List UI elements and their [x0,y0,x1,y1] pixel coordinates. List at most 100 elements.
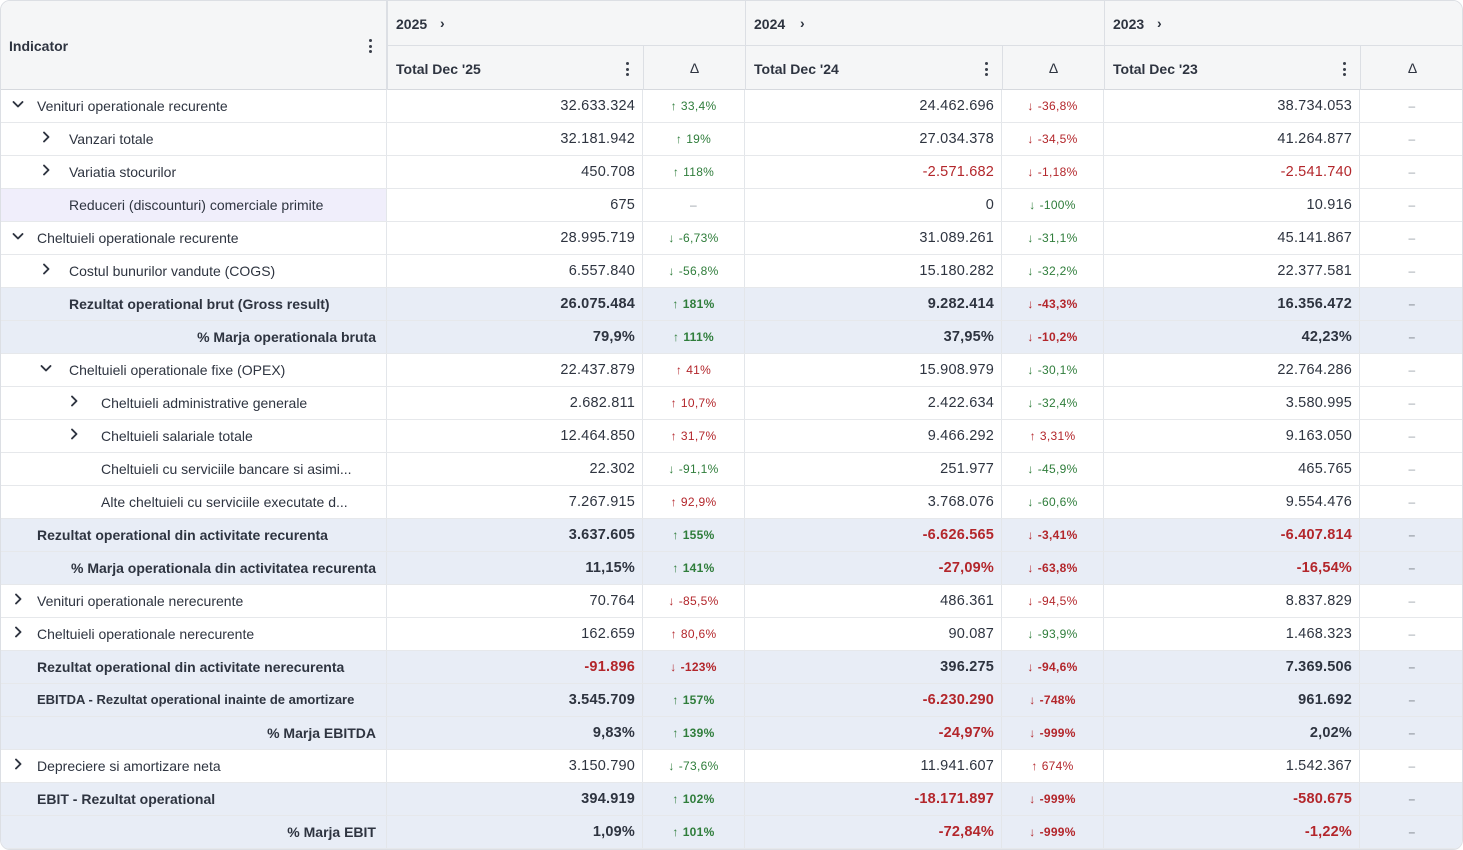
table-row[interactable]: % Marja operationala bruta 79,9% ↑ 111% 37,9… [1,321,1462,354]
delta-cell-2023[interactable]: – [1360,750,1462,782]
delta-cell-2025[interactable]: ↑ 141% [643,552,745,584]
value-cell-2025[interactable]: 22.302 [387,453,643,485]
delta-cell-2025[interactable]: ↑ 80,6% [643,618,745,650]
delta-cell-2023[interactable]: – [1360,453,1462,485]
chevron-right-icon[interactable] [11,592,27,608]
value-cell-2023[interactable]: 7.369.506 [1104,651,1360,683]
chevron-right-icon[interactable] [39,130,55,146]
value-cell-2023[interactable]: 465.765 [1104,453,1360,485]
delta-cell-2023[interactable]: – [1360,354,1462,386]
value-cell-2025[interactable]: 7.267.915 [387,486,643,518]
delta-cell-2023[interactable]: – [1360,717,1462,749]
delta-cell-2025[interactable]: ↓ -73,6% [643,750,745,782]
delta-cell-2023[interactable]: – [1360,651,1462,683]
delta-cell-2023[interactable]: – [1360,816,1462,848]
chevron-right-icon[interactable]: › [440,15,445,31]
value-cell-2025[interactable]: -91.896 [387,651,643,683]
table-row[interactable]: Alte cheltuieli cu serviciile executate … [1,486,1462,519]
indicator-cell[interactable]: EBITDA - Rezultat operational inainte de… [1,684,387,716]
value-cell-2023[interactable]: -16,54% [1104,552,1360,584]
table-row[interactable]: % Marja EBIT 1,09% ↑ 101% -72,84% ↓ -999% -1,22… [1,816,1462,849]
indicator-column-header[interactable]: Indicator [1,1,387,90]
value-cell-2024[interactable]: 24.462.696 [745,90,1002,122]
delta-cell-2024[interactable]: ↓ -60,6% [1002,486,1104,518]
value-cell-2025[interactable]: 70.764 [387,585,643,617]
delta-cell-2023[interactable]: – [1360,156,1462,188]
value-cell-2025[interactable]: 1,09% [387,816,643,848]
year-label[interactable]: 2025 [396,16,428,32]
delta-cell-2025[interactable]: ↓ -56,8% [643,255,745,287]
value-cell-2023[interactable]: 1.468.323 [1104,618,1360,650]
value-cell-2024[interactable]: 15.180.282 [745,255,1002,287]
table-row[interactable]: EBITDA - Rezultat operational inainte de… [1,684,1462,717]
delta-cell-2025[interactable]: ↑ 139% [643,717,745,749]
chevron-right-icon[interactable]: › [1157,15,1162,31]
delta-cell-2024[interactable]: ↓ -34,5% [1002,123,1104,155]
indicator-cell[interactable]: % Marja operationala din activitatea rec… [1,552,387,584]
delta-cell-2025[interactable]: ↑ 155% [643,519,745,551]
table-row[interactable]: Venituri operationale recurente 32.633.32… [1,90,1462,123]
table-row[interactable]: Rezultat operational brut (Gross result)… [1,288,1462,321]
value-cell-2024[interactable]: -27,09% [745,552,1002,584]
delta-cell-2024[interactable]: ↓ -748% [1002,684,1104,716]
table-row[interactable]: EBIT - Rezultat operational 394.919 ↑ 102% -… [1,783,1462,816]
delta-cell-2024[interactable]: ↑ 674% [1002,750,1104,782]
value-cell-2023[interactable]: -2.541.740 [1104,156,1360,188]
value-cell-2025[interactable]: 11,15% [387,552,643,584]
delta-cell-2023[interactable]: – [1360,321,1462,353]
value-cell-2024[interactable]: 486.361 [745,585,1002,617]
indicator-cell[interactable]: Cheltuieli operationale nerecurente [1,618,387,650]
delta-cell-2024[interactable]: ↓ -100% [1002,189,1104,221]
delta-cell-2024[interactable]: ↓ -3,41% [1002,519,1104,551]
delta-cell-2025[interactable]: ↓ -6,73% [643,222,745,254]
table-row[interactable]: Rezultat operational din activitate recu… [1,519,1462,552]
delta-cell-2024[interactable]: ↓ -45,9% [1002,453,1104,485]
delta-cell-2025[interactable]: ↓ -123% [643,651,745,683]
delta-2025-header[interactable]: Δ [643,46,745,90]
value-cell-2023[interactable]: 22.377.581 [1104,255,1360,287]
value-cell-2023[interactable]: 16.356.472 [1104,288,1360,320]
delta-cell-2024[interactable]: ↓ -1,18% [1002,156,1104,188]
delta-cell-2025[interactable]: ↑ 41% [643,354,745,386]
value-cell-2023[interactable]: 22.764.286 [1104,354,1360,386]
delta-cell-2025[interactable]: ↑ 102% [643,783,745,815]
table-row[interactable]: Cheltuieli cu serviciile bancare si asim… [1,453,1462,486]
value-cell-2025[interactable]: 9,83% [387,717,643,749]
delta-cell-2024[interactable]: ↓ -94,6% [1002,651,1104,683]
delta-cell-2025[interactable]: ↑ 157% [643,684,745,716]
chevron-right-icon[interactable] [39,163,55,179]
delta-cell-2023[interactable]: – [1360,420,1462,452]
value-cell-2025[interactable]: 28.995.719 [387,222,643,254]
delta-cell-2023[interactable]: – [1360,519,1462,551]
delta-cell-2023[interactable]: – [1360,189,1462,221]
delta-cell-2023[interactable]: – [1360,90,1462,122]
total-dec-24-header[interactable]: Total Dec '24 [745,46,1002,90]
value-cell-2023[interactable]: -6.407.814 [1104,519,1360,551]
value-cell-2025[interactable]: 3.150.790 [387,750,643,782]
delta-cell-2024[interactable]: ↓ -999% [1002,717,1104,749]
delta-cell-2024[interactable]: ↓ -10,2% [1002,321,1104,353]
year-group-2024[interactable]: 2024 › [745,1,1104,46]
chevron-right-icon[interactable] [11,757,27,773]
indicator-cell[interactable]: Rezultat operational din activitate recu… [1,519,387,551]
indicator-cell[interactable]: Rezultat operational din activitate nere… [1,651,387,683]
value-cell-2024[interactable]: 27.034.378 [745,123,1002,155]
indicator-cell[interactable]: % Marja EBIT [1,816,387,848]
delta-cell-2023[interactable]: – [1360,585,1462,617]
value-cell-2025[interactable]: 32.181.942 [387,123,643,155]
value-cell-2025[interactable]: 26.075.484 [387,288,643,320]
value-cell-2023[interactable]: 8.837.829 [1104,585,1360,617]
table-row[interactable]: Variatia stocurilor 450.708 ↑ 118% -2.571.68… [1,156,1462,189]
value-cell-2023[interactable]: 961.692 [1104,684,1360,716]
value-cell-2024[interactable]: 15.908.979 [745,354,1002,386]
chevron-down-icon[interactable] [11,97,27,113]
value-cell-2023[interactable]: 42,23% [1104,321,1360,353]
indicator-cell[interactable]: Cheltuieli administrative generale [1,387,387,419]
value-cell-2025[interactable]: 162.659 [387,618,643,650]
delta-cell-2025[interactable]: ↑ 19% [643,123,745,155]
table-row[interactable]: Rezultat operational din activitate nere… [1,651,1462,684]
table-row[interactable]: Venituri operationale nerecurente 70.764 ↓… [1,585,1462,618]
column-menu-icon[interactable] [1342,62,1346,76]
indicator-cell[interactable]: Depreciere si amortizare neta [1,750,387,782]
delta-cell-2023[interactable]: – [1360,552,1462,584]
